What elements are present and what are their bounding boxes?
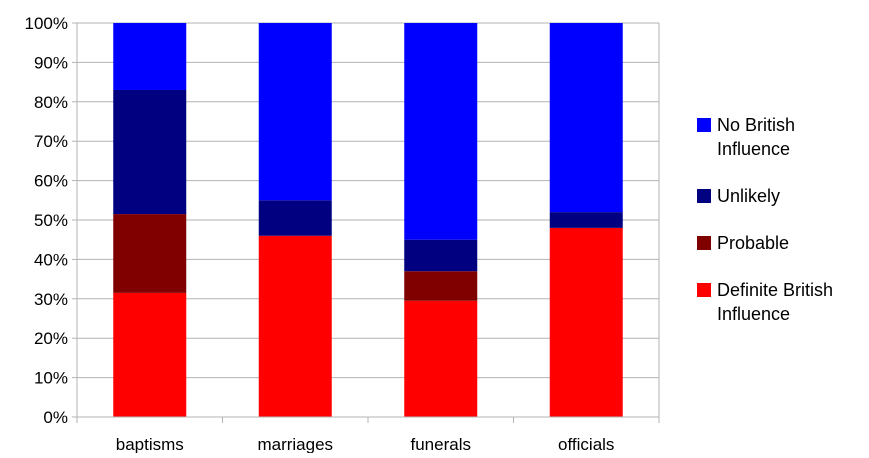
- legend-label: Definite British: [717, 280, 833, 300]
- legend-item: Probable: [697, 233, 789, 253]
- y-tick-label: 30%: [34, 290, 68, 309]
- x-tick-label: funerals: [411, 435, 471, 453]
- bar-segment: [404, 239, 478, 272]
- legend-swatch: [697, 189, 711, 203]
- legend-swatch: [697, 118, 711, 132]
- bar-segment: [404, 23, 478, 240]
- bar-segment: [113, 214, 187, 293]
- y-tick-label: 70%: [34, 132, 68, 151]
- x-tick-label: marriages: [257, 435, 333, 453]
- bar-segment: [113, 292, 187, 417]
- y-tick-label: 10%: [34, 369, 68, 388]
- y-tick-label: 90%: [34, 53, 68, 72]
- bar-segment: [113, 89, 187, 215]
- legend-label: No British: [717, 115, 795, 135]
- bar-segment: [549, 227, 623, 417]
- bar-segment: [404, 300, 478, 417]
- bar-segment: [549, 23, 623, 213]
- x-tick-label: baptisms: [116, 435, 184, 453]
- legend-item: No British Influence: [697, 115, 795, 159]
- legend: No British Influence Unlikely Probable Defin…: [697, 115, 833, 324]
- legend-label: Unlikely: [717, 186, 780, 206]
- y-tick-label: 60%: [34, 172, 68, 191]
- y-tick-label: 20%: [34, 329, 68, 348]
- y-tick-label: 0%: [43, 408, 68, 427]
- legend-item: Definite British Influence: [697, 280, 833, 324]
- bar-segment: [258, 235, 332, 417]
- bar-segment: [549, 212, 623, 228]
- legend-label: Probable: [717, 233, 789, 253]
- legend-item: Unlikely: [697, 186, 780, 206]
- y-tick-label: 100%: [25, 14, 68, 33]
- legend-label: Influence: [717, 304, 790, 324]
- y-tick-label: 80%: [34, 93, 68, 112]
- x-tick-label: officials: [558, 435, 614, 453]
- bar-segment: [404, 271, 478, 301]
- bars: [113, 23, 623, 417]
- legend-swatch: [697, 236, 711, 250]
- bar-segment: [258, 23, 332, 201]
- legend-swatch: [697, 283, 711, 297]
- axes: 0% 10% 20% 30% 40% 50% 60% 70% 80% 90% 100% baptism…: [25, 14, 660, 454]
- bar-segment: [113, 23, 187, 90]
- y-tick-label: 50%: [34, 211, 68, 230]
- y-tick-label: 40%: [34, 250, 68, 269]
- bar-segment: [258, 200, 332, 236]
- legend-label: Influence: [717, 139, 790, 159]
